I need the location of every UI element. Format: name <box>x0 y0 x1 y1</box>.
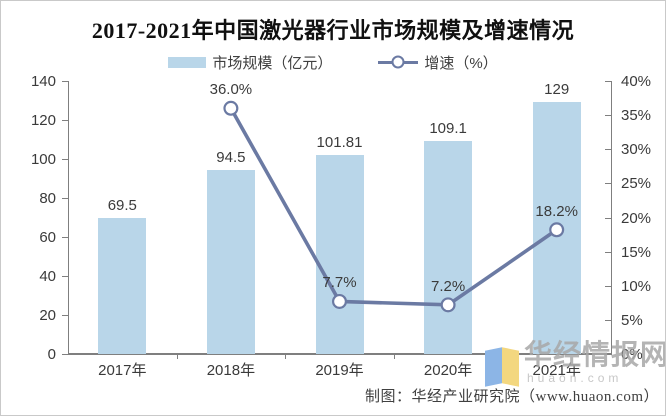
right-axis-tick <box>605 285 611 287</box>
y-axis-tick-label: 120 <box>30 112 56 129</box>
chart-title: 2017-2021年中国激光器行业市场规模及增速情况 <box>91 18 575 43</box>
watermark-book-logo-icon <box>502 347 519 387</box>
y-axis-tick-label: 40 <box>39 268 56 285</box>
bar-value-label: 69.5 <box>107 197 137 215</box>
y-axis-tick-label: 0 <box>47 346 56 363</box>
growth-point-label: 7.7% <box>322 274 357 292</box>
right-axis-tick <box>605 251 611 253</box>
x-axis-label: 2020年 <box>423 362 473 379</box>
right-axis-tick-label: 5% <box>621 311 643 329</box>
bar-value-label: 101.81 <box>316 134 363 152</box>
left-axis-tick <box>62 120 68 121</box>
left-axis-tick <box>62 354 68 355</box>
legend-item-market-size: 市场规模（亿元） <box>168 52 332 73</box>
left-axis <box>68 81 69 354</box>
right-axis-tick-label: 0% <box>621 346 643 363</box>
right-axis-tick <box>605 217 611 219</box>
x-axis-tick <box>393 354 395 359</box>
legend-item-growth: 增速（%） <box>378 52 498 73</box>
bar-2020年 <box>424 141 473 354</box>
right-axis-tick-label: 15% <box>621 243 652 261</box>
bar-2019年 <box>315 155 364 354</box>
right-axis-tick <box>605 354 611 355</box>
growth-line <box>229 107 558 307</box>
growth-point-label: 7.2% <box>430 277 466 295</box>
right-axis-tick-label: 40% <box>621 73 652 90</box>
left-axis-tick <box>62 198 68 199</box>
right-axis <box>611 81 612 354</box>
y-axis-tick-label: 100 <box>30 151 56 168</box>
right-axis-tick <box>605 319 611 321</box>
growth-point-label: 36.0% <box>209 81 253 99</box>
left-axis-tick <box>62 159 68 160</box>
y-axis-tick-label: 80 <box>39 190 56 207</box>
bar-2017年 <box>98 218 147 354</box>
x-axis-tick <box>285 354 287 359</box>
y-axis-tick-label: 20 <box>39 307 56 324</box>
x-axis-label: 2019年 <box>315 362 364 379</box>
legend-label-market-size: 市场规模（亿元） <box>212 54 333 72</box>
x-axis <box>68 353 612 355</box>
right-axis-tick <box>605 149 611 151</box>
watermark-book-logo-icon <box>485 347 502 387</box>
legend-bar-swatch-icon <box>168 56 207 68</box>
right-axis-tick <box>605 115 611 117</box>
bar-2021年 <box>532 102 581 354</box>
x-axis-label: 2018年 <box>206 362 256 379</box>
legend-label-growth: 增速（%） <box>424 54 498 72</box>
watermark: 华经情报网 huaon.com <box>483 333 665 395</box>
source-note: 制图：华经产业研究院（www.huaon.com） <box>364 389 659 405</box>
right-axis-tick <box>605 183 611 185</box>
legend-line-swatch-icon <box>378 55 419 69</box>
right-axis-tick-label: 35% <box>621 107 652 125</box>
y-axis-tick-label: 140 <box>30 73 56 90</box>
left-axis-tick <box>62 237 68 238</box>
growth-point-marker <box>223 100 239 116</box>
left-axis-tick <box>62 81 68 82</box>
right-axis-tick-label: 25% <box>621 175 652 193</box>
bar-2018年 <box>206 169 255 354</box>
watermark-brand-text: 华经情报网 <box>524 339 666 370</box>
chart-legend: 市场规模（亿元） 增速（%） <box>1 52 665 72</box>
watermark-url-text: huaon.com <box>527 371 623 385</box>
bar-value-label: 129 <box>544 81 570 99</box>
right-axis-tick <box>605 81 611 82</box>
growth-point-label: 18.2% <box>535 202 578 220</box>
x-axis-label: 2021年 <box>532 362 581 379</box>
legend-line-marker-icon <box>391 55 405 69</box>
right-axis-tick-label: 30% <box>621 141 652 159</box>
right-axis-tick-label: 10% <box>621 277 652 295</box>
x-axis-label: 2017年 <box>98 362 147 379</box>
x-axis-tick <box>176 354 178 359</box>
bar-value-label: 94.5 <box>216 148 246 166</box>
y-axis-tick-label: 60 <box>39 229 56 246</box>
right-axis-tick-label: 20% <box>621 209 652 227</box>
left-axis-tick <box>62 276 68 277</box>
left-axis-tick <box>62 315 68 316</box>
bar-value-label: 109.1 <box>429 120 467 138</box>
